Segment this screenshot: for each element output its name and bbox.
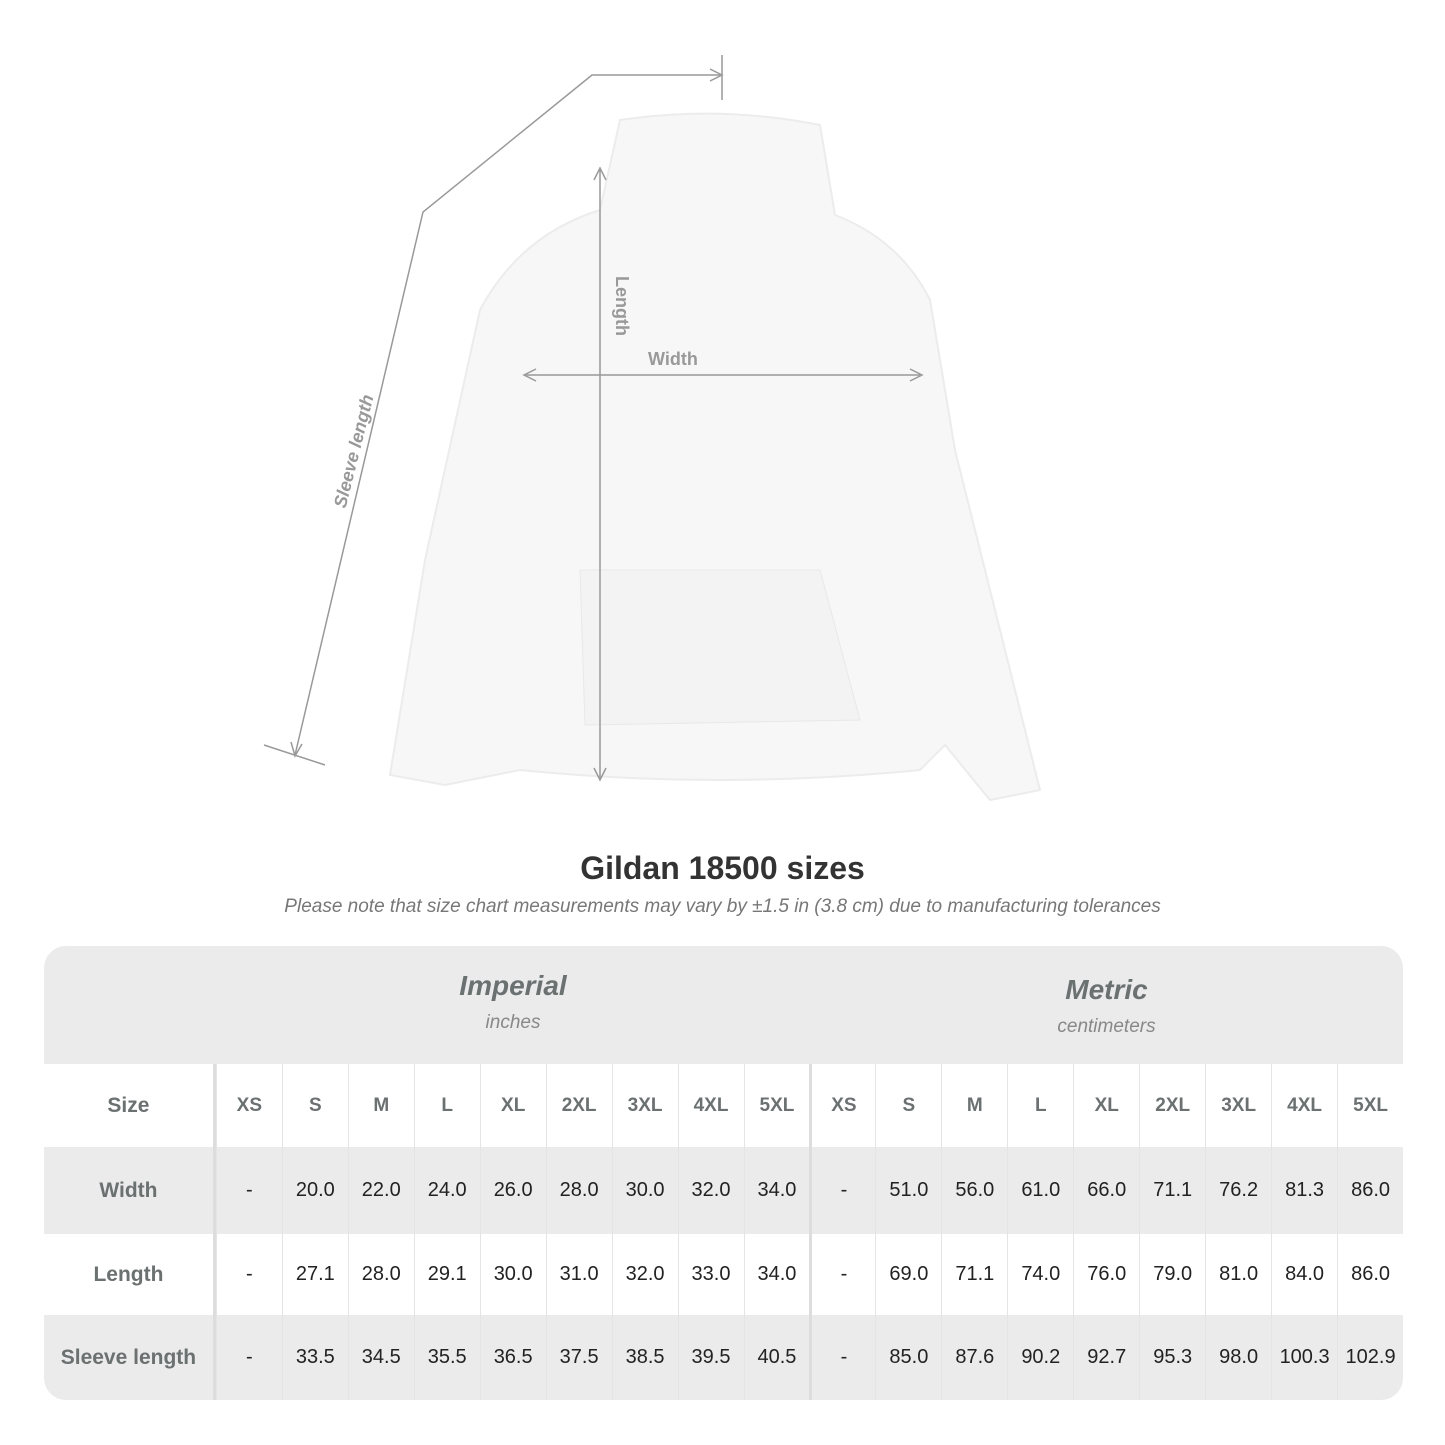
value-cell: - (809, 1315, 875, 1400)
value-cell: 102.9 (1337, 1315, 1403, 1400)
value-cell: 28.0 (545, 1147, 612, 1234)
value-cell: 40.5 (743, 1315, 810, 1400)
value-cell: 30.0 (479, 1234, 546, 1315)
metric-header: Metric centimeters (810, 974, 1403, 1038)
value-cell: 92.7 (1073, 1315, 1139, 1400)
value-cell: 66.0 (1073, 1147, 1139, 1234)
size-header-cell: XS (809, 1064, 875, 1147)
value-cell: 20.0 (281, 1147, 348, 1234)
imperial-unit: inches (485, 1012, 541, 1033)
hoodie-illustration (388, 112, 1042, 802)
value-cell: 51.0 (875, 1147, 941, 1234)
size-header-cell: 3XL (1205, 1064, 1271, 1147)
value-cell: - (809, 1147, 875, 1234)
row-label: Length (44, 1234, 216, 1315)
value-cell: 34.0 (743, 1234, 810, 1315)
value-cell: 86.0 (1337, 1147, 1403, 1234)
value-cell: 24.0 (413, 1147, 480, 1234)
imperial-title: Imperial (459, 970, 567, 1001)
size-header-cell: S (875, 1064, 941, 1147)
table-row: Width -20.0 22.0 24.0 26.0 28.0 30.0 32.0 34.0-5… (44, 1147, 1403, 1234)
row-label: Sleeve length (44, 1315, 216, 1400)
value-cell: 27.1 (281, 1234, 348, 1315)
value-cell: - (215, 1147, 282, 1234)
value-cell: 71.1 (941, 1234, 1007, 1315)
value-cell: 30.0 (611, 1147, 678, 1234)
value-cell: 81.3 (1271, 1147, 1337, 1234)
value-cell: 95.3 (1139, 1315, 1205, 1400)
table-row: Sleeve length -33.5 34.5 35.5 36.5 37.5 38.5 39… (44, 1315, 1403, 1400)
value-cell: 85.0 (875, 1315, 941, 1400)
value-cell: 22.0 (347, 1147, 414, 1234)
value-cell: 100.3 (1271, 1315, 1337, 1400)
size-header-row: Size XS S M L XL 2XL 3XL 4XL 5XL XS S M L XL 2XL 3XL 4XL 5… (44, 1064, 1403, 1147)
value-cell: 29.1 (413, 1234, 480, 1315)
size-header-cell: XS (215, 1064, 282, 1147)
length-label: Length (612, 276, 632, 336)
value-cell: 35.5 (413, 1315, 480, 1400)
tolerance-note: Please note that size chart measurements… (284, 896, 1161, 917)
size-header-cell: 3XL (611, 1064, 678, 1147)
size-header-cell: M (941, 1064, 1007, 1147)
value-cell: 81.0 (1205, 1234, 1271, 1315)
value-cell: - (215, 1234, 282, 1315)
metric-unit: centimeters (1057, 1016, 1156, 1037)
value-cell: 79.0 (1139, 1234, 1205, 1315)
value-cell: 74.0 (1007, 1234, 1073, 1315)
table-header: Imperial inches Metric centimeters (44, 946, 1403, 1064)
value-cell: 36.5 (479, 1315, 546, 1400)
size-header-cell: 2XL (1139, 1064, 1205, 1147)
value-cell: 87.6 (941, 1315, 1007, 1400)
value-cell: 34.5 (347, 1315, 414, 1400)
value-cell: 86.0 (1337, 1234, 1403, 1315)
metric-title: Metric (1065, 974, 1148, 1005)
imperial-header: Imperial inches (216, 970, 810, 1034)
row-label: Size (44, 1064, 216, 1147)
hoodie-diagram (263, 55, 1042, 802)
value-cell: 26.0 (479, 1147, 546, 1234)
value-cell: 61.0 (1007, 1147, 1073, 1234)
width-label: Width (648, 349, 698, 369)
size-header-cell: XL (1073, 1064, 1139, 1147)
size-header-cell: L (413, 1064, 480, 1147)
value-cell: 39.5 (677, 1315, 744, 1400)
value-cell: 76.2 (1205, 1147, 1271, 1234)
value-cell: 84.0 (1271, 1234, 1337, 1315)
value-cell: 38.5 (611, 1315, 678, 1400)
value-cell: 56.0 (941, 1147, 1007, 1234)
size-header-cell: 5XL (743, 1064, 810, 1147)
value-cell: 71.1 (1139, 1147, 1205, 1234)
value-cell: - (809, 1234, 875, 1315)
value-cell: 37.5 (545, 1315, 612, 1400)
value-cell: 31.0 (545, 1234, 612, 1315)
size-header-cell: S (281, 1064, 348, 1147)
size-header-cell: 5XL (1337, 1064, 1403, 1147)
page-title: Gildan 18500 sizes (580, 850, 865, 886)
size-header-cell: M (347, 1064, 414, 1147)
value-cell: 90.2 (1007, 1315, 1073, 1400)
value-cell: 28.0 (347, 1234, 414, 1315)
row-label: Width (44, 1147, 216, 1234)
value-cell: 34.0 (743, 1147, 810, 1234)
measure-lines (263, 55, 924, 782)
value-cell: - (215, 1315, 282, 1400)
value-cell: 32.0 (611, 1234, 678, 1315)
table-row: Length -27.1 28.0 29.1 30.0 31.0 32.0 33.0 34.0-… (44, 1234, 1403, 1315)
value-cell: 98.0 (1205, 1315, 1271, 1400)
value-cell: 33.0 (677, 1234, 744, 1315)
value-cell: 33.5 (281, 1315, 348, 1400)
value-cell: 76.0 (1073, 1234, 1139, 1315)
size-header-cell: 4XL (1271, 1064, 1337, 1147)
size-header-cell: L (1007, 1064, 1073, 1147)
size-table: Imperial inches Metric centimeters Size X… (44, 946, 1403, 1400)
size-header-cell: XL (479, 1064, 546, 1147)
value-cell: 32.0 (677, 1147, 744, 1234)
size-header-cell: 4XL (677, 1064, 744, 1147)
size-header-cell: 2XL (545, 1064, 612, 1147)
value-cell: 69.0 (875, 1234, 941, 1315)
